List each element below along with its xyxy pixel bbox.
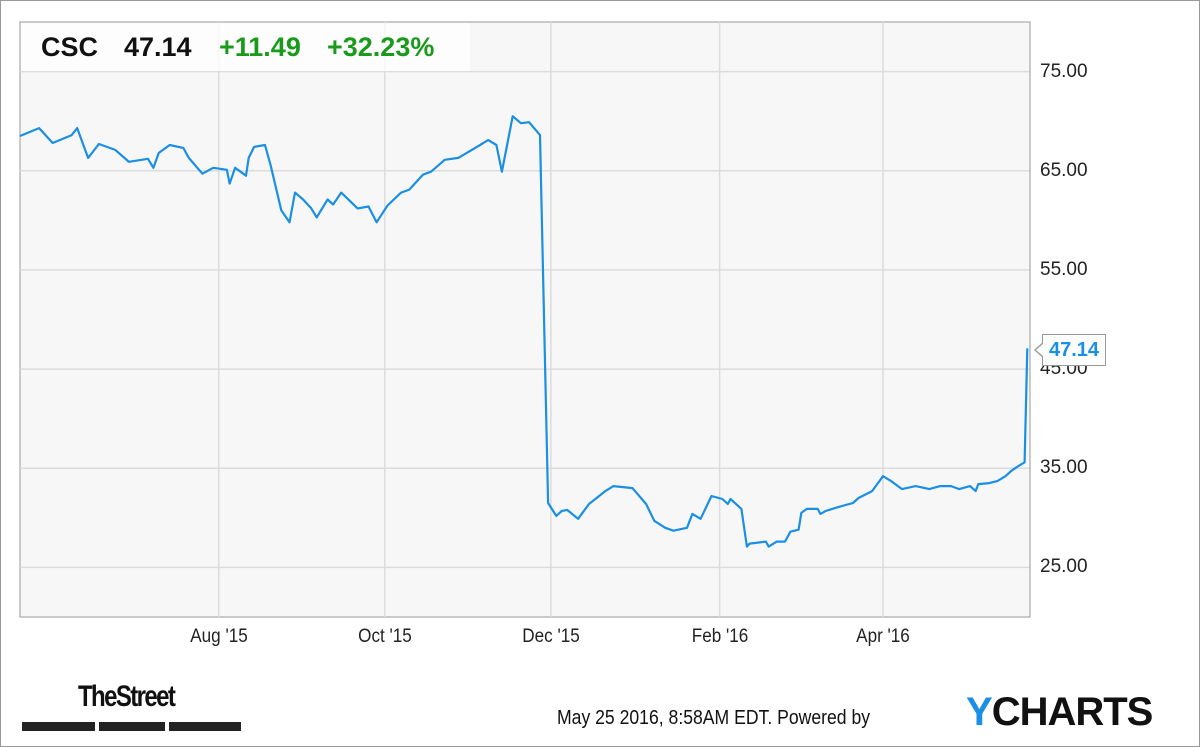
last-price: 47.14: [124, 32, 192, 62]
logo-bar: [169, 722, 241, 731]
x-tick-label: Dec '15: [522, 626, 580, 647]
x-tick-label: Oct '15: [357, 626, 412, 647]
price-change-percent: +32.23%: [327, 32, 435, 62]
thestreet-logo: TheStreet: [78, 680, 176, 713]
y-tick-label: 75.00: [1040, 60, 1088, 82]
last-value-tag: 47.14: [1033, 334, 1107, 366]
y-tick-label: 65.00: [1040, 159, 1088, 181]
y-tick-label: 55.00: [1040, 258, 1088, 280]
logo-bar: [22, 722, 95, 731]
timestamp-text: May 25 2016, 8:58AM EDT. Powered by: [557, 707, 871, 729]
plot-area: [19, 21, 1031, 618]
quote-header: CSC 47.14 +11.49 +32.23%: [21, 23, 470, 71]
x-tick-label: Feb '16: [691, 626, 748, 647]
ticker-symbol: CSC: [41, 32, 99, 62]
logo-bar: [99, 722, 165, 731]
price-change: +11.49: [219, 32, 301, 62]
price-line: [19, 115, 1029, 548]
ycharts-logo: YCHARTS: [966, 690, 1153, 734]
y-tick-label: 35.00: [1040, 457, 1088, 479]
x-tick-label: Apr '16: [856, 626, 910, 647]
x-tick-label: Aug '15: [189, 626, 248, 647]
y-tick-label: 25.00: [1040, 556, 1088, 578]
